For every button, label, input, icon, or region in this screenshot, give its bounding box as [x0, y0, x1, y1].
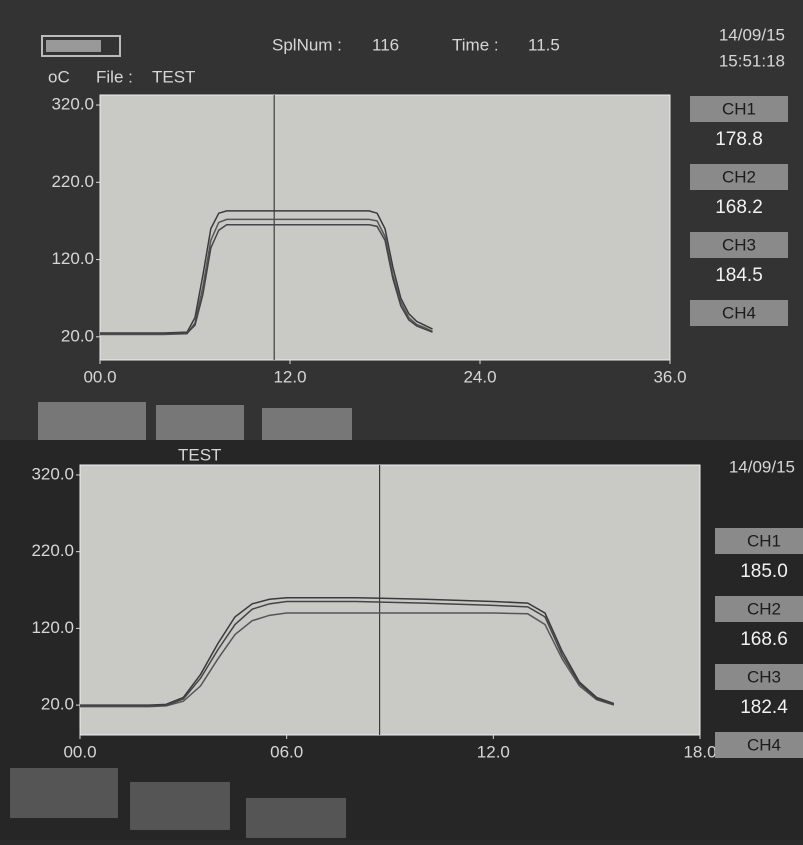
x-tick-label: 36.0	[653, 367, 686, 386]
button[interactable]	[38, 402, 146, 440]
channel-label: CH4	[747, 735, 781, 754]
button[interactable]	[156, 405, 244, 440]
clock: 15:51:18	[719, 51, 785, 70]
button[interactable]	[262, 408, 352, 440]
y-tick-label: 20.0	[41, 695, 74, 714]
channel-label: CH1	[747, 531, 781, 550]
screens: oC File : TEST SplNum : 116 Time : 11.5 …	[0, 0, 803, 840]
channel-reading: 185.0	[740, 561, 788, 582]
channel-reading: 168.2	[715, 197, 763, 218]
file-name: TEST	[152, 67, 195, 86]
x-tick-label: 12.0	[477, 742, 510, 761]
button[interactable]	[10, 768, 118, 818]
time-value: 11.5	[528, 35, 560, 54]
channel-reading: 182.4	[740, 697, 788, 718]
button[interactable]	[130, 782, 230, 830]
channel-label: CH4	[722, 303, 756, 322]
channel-label: CH1	[722, 99, 756, 118]
sample-label: SplNum :	[272, 35, 342, 54]
x-tick-label: 12.0	[273, 367, 306, 386]
channel-reading: 184.5	[715, 265, 763, 286]
channel-reading: 168.6	[740, 629, 788, 650]
button[interactable]	[246, 798, 346, 838]
plot-area	[80, 465, 700, 735]
time-label: Time :	[452, 35, 499, 54]
date: 14/09/15	[719, 25, 785, 44]
date: 14/09/15	[729, 457, 795, 476]
x-tick-label: 00.0	[63, 742, 96, 761]
file-label: File :	[96, 67, 133, 86]
y-tick-label: 320.0	[31, 464, 74, 483]
x-tick-label: 00.0	[83, 367, 116, 386]
channel-label: CH2	[722, 167, 756, 186]
x-tick-label: 18.0	[683, 742, 716, 761]
battery-level	[46, 40, 101, 52]
unit: oC	[48, 67, 70, 86]
channel-label: CH3	[747, 667, 781, 686]
file-name: TEST	[178, 445, 221, 464]
y-tick-label: 120.0	[31, 618, 74, 637]
channel-label: CH3	[722, 235, 756, 254]
y-tick-label: 220.0	[31, 541, 74, 560]
channel-reading: 178.8	[715, 129, 763, 150]
y-tick-label: 320.0	[51, 95, 94, 114]
y-tick-label: 20.0	[61, 326, 94, 345]
x-tick-label: 24.0	[463, 367, 496, 386]
x-tick-label: 06.0	[270, 742, 303, 761]
page: { "screens": [ {"unit": "oC", "file_labe…	[0, 0, 803, 840]
y-tick-label: 120.0	[51, 249, 94, 268]
y-tick-label: 220.0	[51, 172, 94, 191]
channel-label: CH2	[747, 599, 781, 618]
sample-number: 116	[372, 35, 399, 54]
